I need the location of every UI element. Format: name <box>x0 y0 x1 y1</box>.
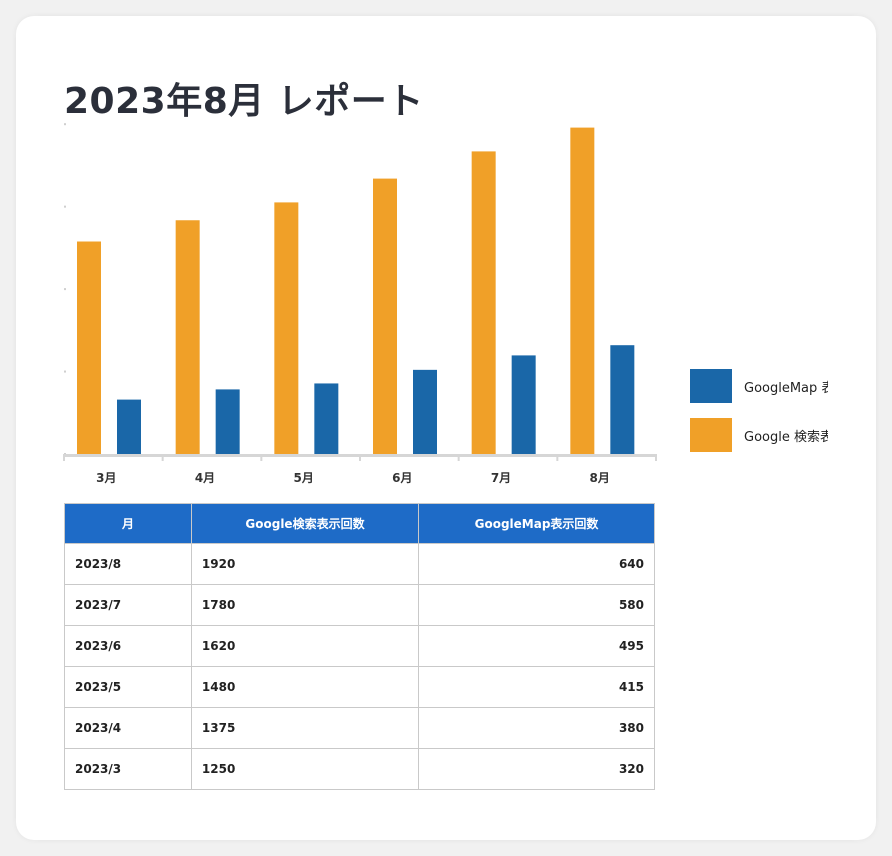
cell-month: 2023/3 <box>64 748 192 790</box>
x-axis-tick <box>556 454 559 461</box>
x-tick-label: 4月 <box>195 471 215 485</box>
x-axis-tick <box>161 454 164 461</box>
bar-map-3 <box>314 383 339 454</box>
cell-month: 2023/6 <box>64 625 192 667</box>
x-tick-label: 7月 <box>491 471 511 485</box>
legend-label-map: GoogleMap 表示回数 <box>744 381 828 396</box>
page-title: 2023年8月 レポート <box>64 81 424 122</box>
bar-map-6 <box>610 345 635 454</box>
table-row: 2023/8 1920 640 <box>64 543 655 585</box>
cell-search-count: 1250 <box>190 748 420 790</box>
header-map-count: GoogleMap表示回数 <box>418 503 655 544</box>
cell-map-count: 380 <box>418 707 655 749</box>
x-tick-label: 8月 <box>589 471 609 485</box>
x-axis-tick <box>655 454 657 461</box>
cell-search-count: 1375 <box>190 707 420 749</box>
x-axis-tick <box>457 454 460 461</box>
y-axis-tick <box>64 123 66 126</box>
cell-month: 2023/5 <box>64 666 192 708</box>
table-row: 2023/7 1780 580 <box>64 584 655 626</box>
data-table: 月 Google検索表示回数 GoogleMap表示回数 2023/8 1920… <box>64 503 655 790</box>
bar-map-1 <box>117 399 141 454</box>
x-axis-tick <box>63 454 65 461</box>
cell-search-count: 1480 <box>190 666 420 708</box>
cell-month: 2023/8 <box>64 543 192 585</box>
x-tick-label: 6月 <box>392 471 412 485</box>
table-row: 2023/5 1480 415 <box>64 666 655 708</box>
cell-search-count: 1780 <box>190 584 420 626</box>
bar-map-4 <box>413 369 437 454</box>
cell-month: 2023/7 <box>64 584 192 626</box>
bar-search-1 <box>77 241 101 454</box>
x-axis-tick <box>260 454 263 461</box>
table-row: 2023/4 1375 380 <box>64 707 655 749</box>
header-month: 月 <box>64 503 192 544</box>
cell-map-count: 640 <box>418 543 655 585</box>
bar-search-5 <box>471 151 496 454</box>
y-axis-tick <box>64 205 66 208</box>
y-axis-tick <box>64 370 66 373</box>
legend-label-search: Google 検索表示回数 <box>744 430 828 445</box>
bar-search-6 <box>570 127 595 454</box>
x-axis-tick <box>359 454 361 461</box>
table-row: 2023/6 1620 495 <box>64 625 655 667</box>
header-search-count: Google検索表示回数 <box>190 503 420 544</box>
cell-map-count: 495 <box>418 625 655 667</box>
cell-search-count: 1920 <box>190 543 420 585</box>
bar-chart: 3月 4月 5月 6月 7月 8月 <box>63 123 657 485</box>
cell-search-count: 1620 <box>190 625 420 667</box>
legend-swatch-search <box>690 418 732 452</box>
cell-map-count: 320 <box>418 748 655 790</box>
report-card: 2023年8月 レポート 3月 4月 5月 6月 7月 8月 GoogleMap 表示回数… <box>16 16 876 840</box>
cell-month: 2023/4 <box>64 707 192 749</box>
x-tick-label: 5月 <box>293 471 313 485</box>
table-header-row: 月 Google検索表示回数 GoogleMap表示回数 <box>64 503 655 544</box>
x-tick-label: 3月 <box>96 471 116 485</box>
bar-map-5 <box>511 355 536 454</box>
bar-search-3 <box>274 202 299 454</box>
y-axis-tick <box>64 288 66 291</box>
table-row: 2023/3 1250 320 <box>64 748 655 790</box>
cell-map-count: 415 <box>418 666 655 708</box>
bar-search-4 <box>373 178 397 454</box>
cell-map-count: 580 <box>418 584 655 626</box>
legend-swatch-map <box>690 369 732 403</box>
bar-search-2 <box>175 220 200 454</box>
bar-map-2 <box>215 389 240 454</box>
